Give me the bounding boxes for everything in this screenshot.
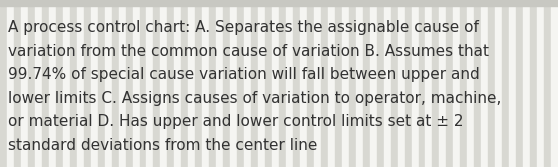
Bar [258, 0, 265, 167]
Bar [105, 0, 112, 167]
Bar [0, 0, 558, 6]
Bar [412, 0, 418, 167]
Bar [265, 0, 272, 167]
Bar [42, 0, 49, 167]
Bar [98, 0, 105, 167]
Bar [161, 0, 167, 167]
Bar [279, 0, 286, 167]
Bar [300, 0, 307, 167]
Bar [62, 0, 70, 167]
Bar [203, 0, 209, 167]
Text: or material D. Has upper and lower control limits set at ± 2: or material D. Has upper and lower contr… [8, 114, 464, 129]
Bar [418, 0, 425, 167]
Bar [502, 0, 509, 167]
Bar [307, 0, 314, 167]
Bar [140, 0, 146, 167]
Bar [349, 0, 356, 167]
Bar [391, 0, 397, 167]
Bar [453, 0, 460, 167]
Bar [397, 0, 405, 167]
Bar [70, 0, 77, 167]
Bar [119, 0, 126, 167]
Bar [133, 0, 140, 167]
Bar [56, 0, 63, 167]
Bar [314, 0, 321, 167]
Bar [488, 0, 496, 167]
Bar [21, 0, 28, 167]
Bar [321, 0, 328, 167]
Bar [251, 0, 258, 167]
Text: variation from the common cause of variation B. Assumes that: variation from the common cause of varia… [8, 43, 489, 58]
Bar [126, 0, 133, 167]
Bar [49, 0, 56, 167]
Bar [286, 0, 293, 167]
Bar [405, 0, 412, 167]
Bar [509, 0, 516, 167]
Bar [77, 0, 84, 167]
Bar [217, 0, 223, 167]
Bar [335, 0, 341, 167]
Bar [112, 0, 119, 167]
Bar [537, 0, 544, 167]
Bar [426, 0, 432, 167]
Bar [544, 0, 551, 167]
Bar [551, 0, 558, 167]
Bar [223, 0, 230, 167]
Bar [356, 0, 363, 167]
Text: standard deviations from the center line: standard deviations from the center line [8, 137, 318, 152]
Bar [181, 0, 188, 167]
Bar [496, 0, 502, 167]
Bar [530, 0, 537, 167]
Bar [384, 0, 391, 167]
Bar [167, 0, 175, 167]
Bar [153, 0, 161, 167]
Text: lower limits C. Assigns causes of variation to operator, machine,: lower limits C. Assigns causes of variat… [8, 91, 502, 106]
Bar [432, 0, 439, 167]
Bar [0, 0, 7, 167]
Text: 99.74% of special cause variation will fall between upper and: 99.74% of special cause variation will f… [8, 67, 480, 82]
Bar [474, 0, 481, 167]
Bar [523, 0, 530, 167]
Bar [230, 0, 237, 167]
Bar [237, 0, 244, 167]
Bar [363, 0, 369, 167]
Bar [328, 0, 335, 167]
Bar [90, 0, 98, 167]
Bar [377, 0, 384, 167]
Bar [293, 0, 300, 167]
Bar [84, 0, 91, 167]
Bar [146, 0, 153, 167]
Bar [370, 0, 377, 167]
Text: A process control chart: A. Separates the assignable cause of: A process control chart: A. Separates th… [8, 20, 479, 35]
Bar [481, 0, 488, 167]
Bar [209, 0, 217, 167]
Bar [35, 0, 42, 167]
Bar [7, 0, 14, 167]
Bar [28, 0, 35, 167]
Bar [516, 0, 523, 167]
Bar [195, 0, 202, 167]
Bar [244, 0, 251, 167]
Bar [460, 0, 468, 167]
Bar [272, 0, 279, 167]
Bar [14, 0, 21, 167]
Bar [446, 0, 453, 167]
Bar [174, 0, 181, 167]
Bar [440, 0, 446, 167]
Bar [468, 0, 474, 167]
Bar [341, 0, 349, 167]
Bar [189, 0, 195, 167]
